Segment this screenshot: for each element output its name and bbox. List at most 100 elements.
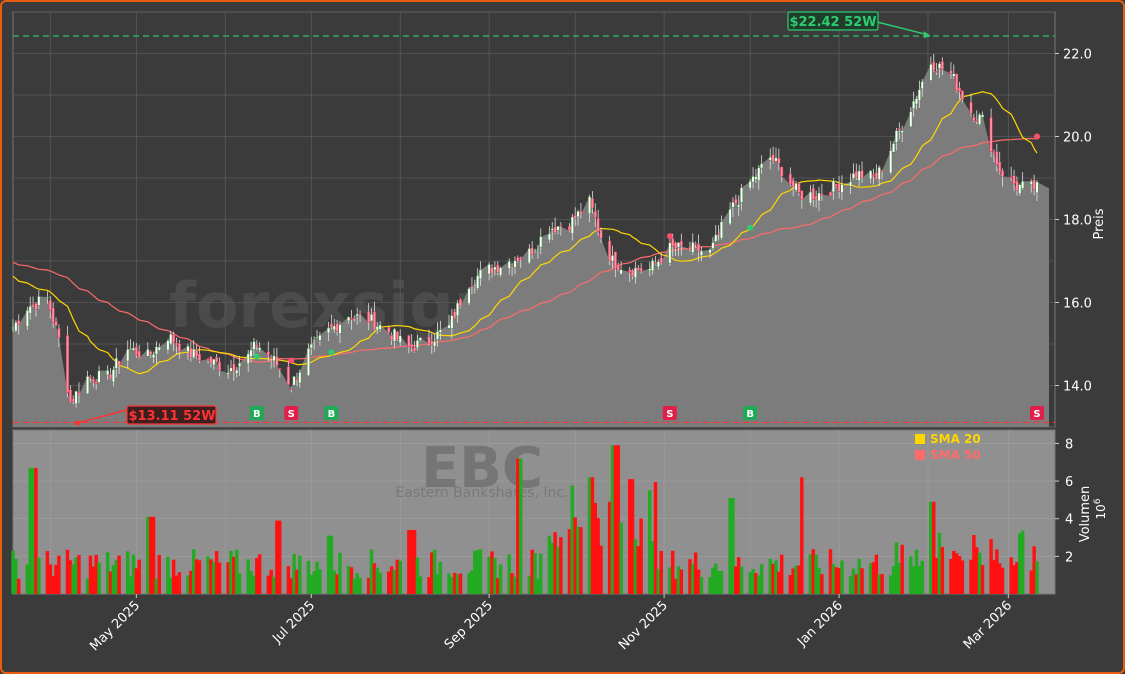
volume-bar <box>14 558 18 594</box>
price-area <box>13 63 1049 427</box>
volume-bar <box>559 537 563 594</box>
candle-body <box>573 214 577 219</box>
candle-body <box>192 348 196 358</box>
volume-tick-label: 8 <box>1065 437 1073 452</box>
volume-bar <box>553 532 557 594</box>
volume-bar <box>909 556 913 594</box>
candle-body <box>874 172 878 180</box>
candle-body <box>31 303 35 306</box>
candle-body <box>955 73 959 91</box>
date-tick-label: Jul 2025 <box>269 598 318 647</box>
volume-bar <box>108 571 113 594</box>
candle-body <box>398 335 402 343</box>
volume-bar <box>969 559 973 594</box>
volume-bar <box>487 556 491 594</box>
candle-body <box>628 269 632 273</box>
candle-body <box>877 167 881 181</box>
candle-body <box>278 368 282 371</box>
candle-body <box>68 389 72 403</box>
sell-signal-marker <box>1034 133 1040 140</box>
volume-bar <box>146 516 150 594</box>
candle-body <box>1015 181 1019 191</box>
candle-body <box>697 243 700 252</box>
candle-body <box>599 229 603 239</box>
candle-body <box>834 183 838 187</box>
volume-bar <box>453 572 457 594</box>
candle-body <box>676 242 680 248</box>
candle-body <box>318 334 322 341</box>
candle-body <box>37 296 41 306</box>
volume-bar <box>346 565 351 594</box>
candle-body <box>533 250 537 252</box>
candle-body <box>768 156 772 161</box>
candle-body <box>731 202 735 208</box>
volume-bar <box>679 569 684 594</box>
volume-bar <box>940 547 945 594</box>
candle-body <box>567 225 571 232</box>
candle-body <box>978 114 982 125</box>
volume-bar <box>137 559 141 594</box>
candle-body <box>631 269 635 277</box>
volume-bar <box>174 575 179 594</box>
candle-body <box>487 264 491 275</box>
volume-bar <box>206 556 210 594</box>
volume-bar <box>874 554 879 594</box>
candle-body <box>717 233 721 236</box>
buy-signal-badge <box>249 406 264 420</box>
volume-tick-label: 6 <box>1065 475 1073 490</box>
candle-body <box>519 257 523 260</box>
volume-bar <box>214 551 219 594</box>
candle-body <box>507 260 511 269</box>
candle-body <box>975 120 979 122</box>
volume-bar <box>934 557 939 594</box>
candle-body <box>691 242 695 253</box>
candle-body <box>1029 181 1033 185</box>
volume-bar <box>673 578 678 594</box>
volume-bar <box>980 565 985 594</box>
volume-bar <box>358 577 362 594</box>
volume-bar <box>85 578 90 594</box>
volume-bar <box>45 551 50 594</box>
candle-body <box>479 269 483 280</box>
candle-body <box>1032 179 1036 191</box>
volume-bar <box>633 539 638 594</box>
sma50-legend-label: SMA 50 <box>930 448 981 462</box>
candle-body <box>77 392 81 395</box>
candle-body <box>791 179 795 188</box>
candle-body <box>355 313 359 317</box>
volume-bar <box>748 572 752 594</box>
candle-body <box>794 183 798 191</box>
date-tick-label: Sep 2025 <box>442 598 496 652</box>
volume-bar <box>734 566 738 594</box>
candle-body <box>656 261 660 268</box>
volume-bar <box>237 573 242 594</box>
volume-bar <box>54 564 58 594</box>
candle-body <box>109 374 112 379</box>
candle-body <box>378 324 382 330</box>
candle-body <box>246 353 250 365</box>
candle-body <box>912 100 916 110</box>
volume-bar <box>1015 561 1019 594</box>
buy-signal-letter: B <box>746 409 754 420</box>
volume-bar <box>266 575 271 594</box>
volume-bar <box>375 567 380 594</box>
volume-bar <box>1000 567 1005 594</box>
volume-bar <box>888 575 893 594</box>
candle-body <box>238 362 242 368</box>
candle-body <box>292 376 296 386</box>
volume-bar <box>880 574 884 594</box>
candle-body <box>674 242 678 249</box>
volume-bar <box>949 558 953 594</box>
candle-body <box>295 378 299 381</box>
candle-body <box>1021 181 1025 189</box>
volume-bar <box>1032 546 1036 594</box>
volume-bar <box>791 568 795 594</box>
candle-body <box>94 381 98 384</box>
volume-bar <box>157 554 162 594</box>
volume-bar <box>636 546 641 594</box>
candle-body <box>935 71 939 73</box>
candle-body <box>814 195 818 200</box>
candle-body <box>820 193 824 196</box>
